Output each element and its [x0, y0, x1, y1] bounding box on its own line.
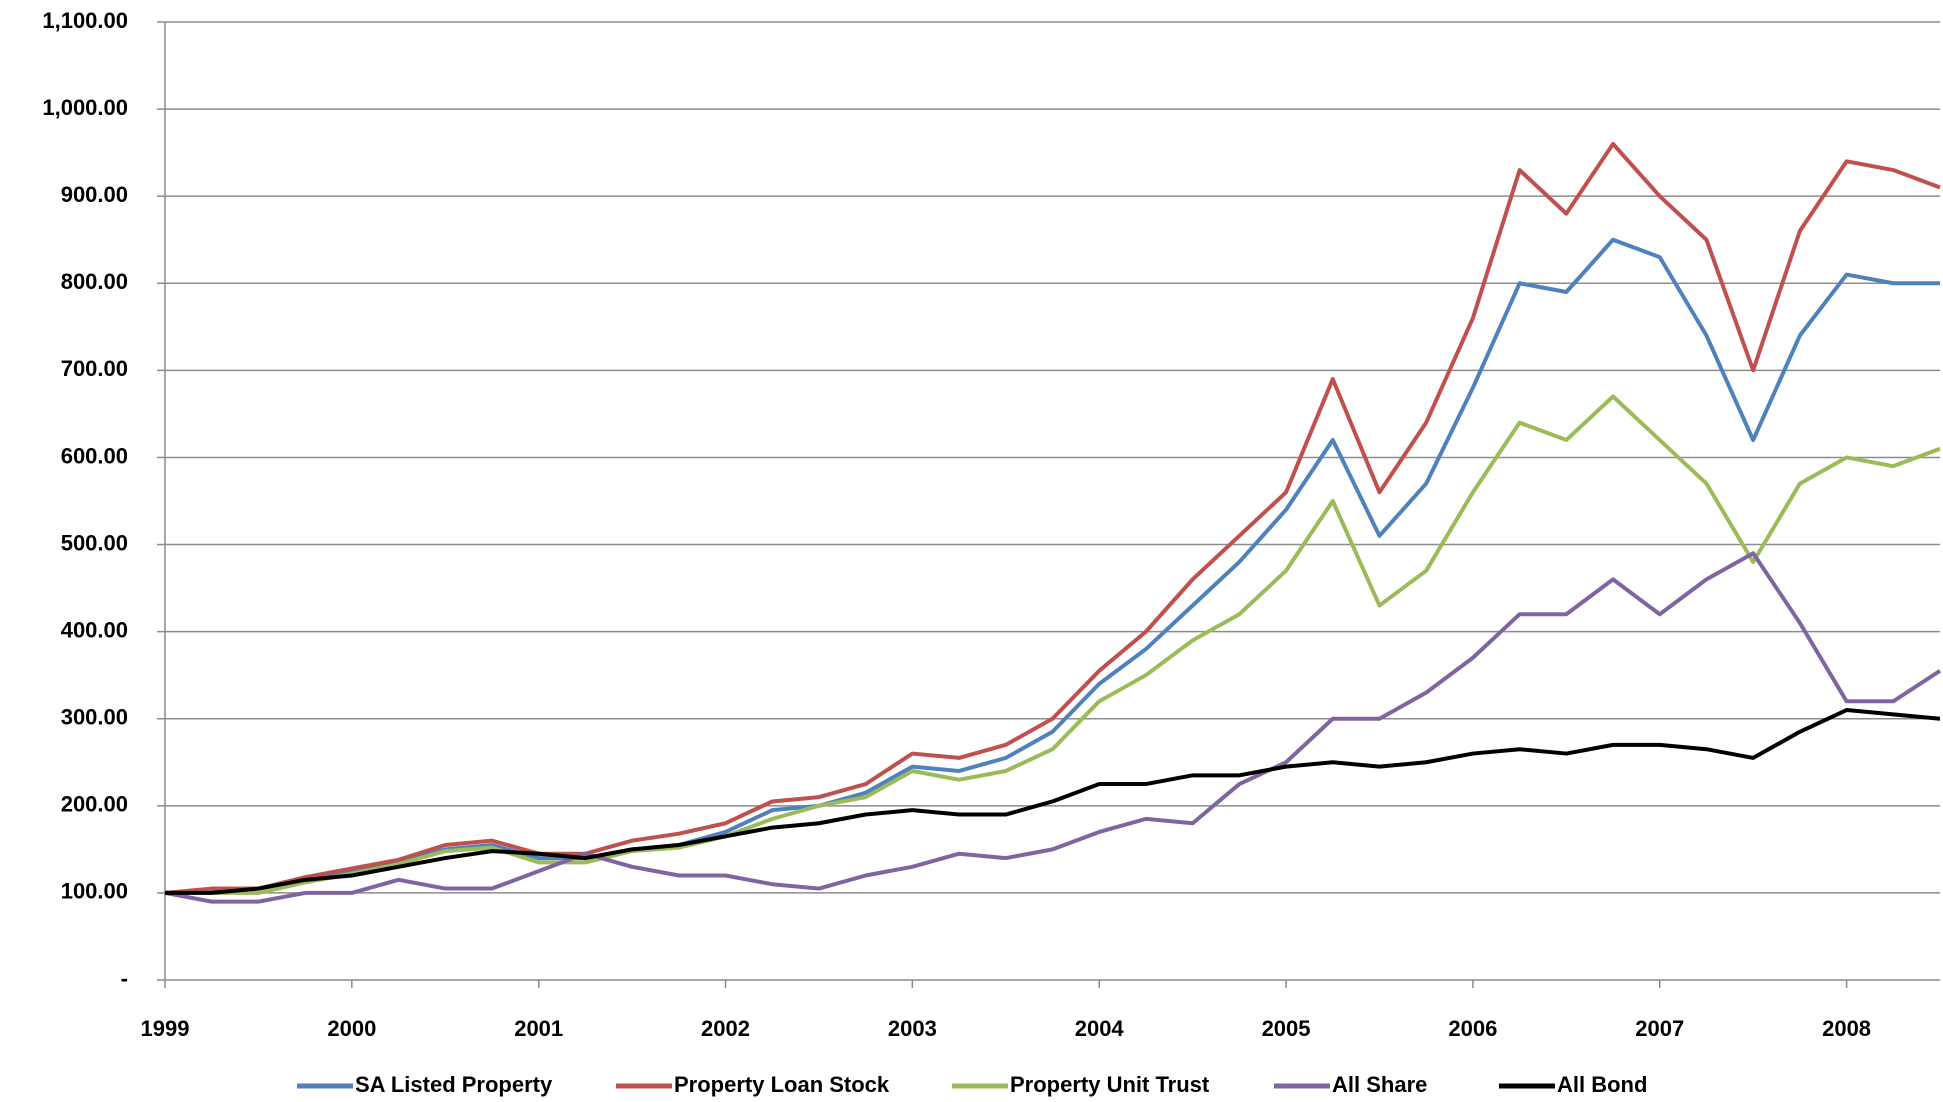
x-tick-label: 2006 [1448, 1016, 1497, 1041]
legend-label: Property Unit Trust [1010, 1072, 1210, 1097]
x-tick-label: 2008 [1822, 1016, 1871, 1041]
y-tick-label: 1,100.00 [42, 8, 128, 33]
x-tick-label: 2002 [701, 1016, 750, 1041]
y-tick-label: 300.00 [61, 705, 128, 730]
x-tick-label: 2000 [327, 1016, 376, 1041]
series-line [165, 394, 1941, 895]
series-line [164, 141, 1941, 895]
y-tick-label: 700.00 [61, 356, 128, 381]
series-line [165, 708, 1941, 895]
legend-label: All Bond [1557, 1072, 1647, 1097]
legend-label: Property Loan Stock [674, 1072, 890, 1097]
x-tick-label: 1999 [141, 1016, 190, 1041]
x-tick-label: 2001 [514, 1016, 563, 1041]
y-tick-label: 200.00 [61, 792, 128, 817]
y-tick-label: 1,000.00 [42, 95, 128, 120]
y-tick-label: 900.00 [61, 182, 128, 207]
legend-label: SA Listed Property [355, 1072, 553, 1097]
y-tick-label: 600.00 [61, 443, 128, 468]
y-tick-label: 500.00 [61, 530, 128, 555]
legend-label: All Share [1332, 1072, 1427, 1097]
x-tick-label: 2004 [1075, 1016, 1125, 1041]
y-tick-label: 100.00 [61, 879, 128, 904]
y-tick-label: - [121, 966, 128, 991]
x-tick-label: 2007 [1635, 1016, 1684, 1041]
x-tick-label: 2003 [888, 1016, 937, 1041]
series-line [164, 551, 1942, 904]
y-tick-label: 800.00 [61, 269, 128, 294]
x-tick-label: 2005 [1262, 1016, 1311, 1041]
y-tick-label: 400.00 [61, 617, 128, 642]
series-line [164, 237, 1940, 895]
